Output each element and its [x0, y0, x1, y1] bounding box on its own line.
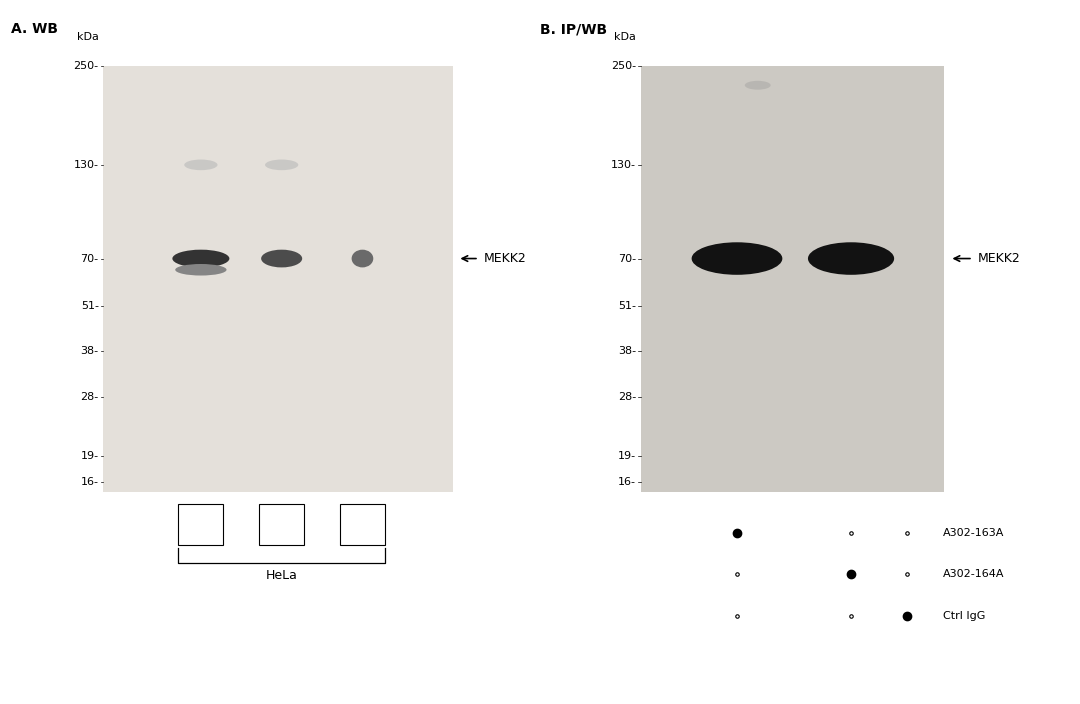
Ellipse shape — [352, 250, 374, 268]
Text: 5: 5 — [359, 517, 366, 531]
Text: 250-: 250- — [611, 61, 636, 71]
Text: 19-: 19- — [618, 451, 636, 461]
Text: B. IP/WB: B. IP/WB — [540, 23, 607, 37]
Text: 51-: 51- — [618, 301, 636, 311]
Text: 28-: 28- — [618, 392, 636, 402]
Bar — [178, 503, 224, 545]
Ellipse shape — [808, 242, 894, 275]
Text: 16-: 16- — [618, 477, 636, 487]
Text: 250-: 250- — [73, 61, 98, 71]
Ellipse shape — [185, 160, 217, 170]
Text: 50: 50 — [193, 517, 208, 531]
Text: 15: 15 — [273, 517, 289, 531]
Bar — [259, 503, 305, 545]
Ellipse shape — [261, 250, 302, 268]
Ellipse shape — [691, 242, 782, 275]
Text: 38-: 38- — [618, 346, 636, 356]
Text: kDa: kDa — [77, 32, 98, 42]
Ellipse shape — [175, 264, 227, 275]
Text: A302-164A: A302-164A — [943, 570, 1004, 579]
Text: HeLa: HeLa — [266, 569, 298, 582]
Text: A. WB: A. WB — [11, 23, 58, 37]
Text: kDa: kDa — [615, 32, 636, 42]
Text: 70-: 70- — [81, 253, 98, 263]
Bar — [104, 66, 453, 491]
Text: MEKK2: MEKK2 — [484, 252, 526, 265]
Text: 130-: 130- — [611, 160, 636, 170]
Text: 19-: 19- — [81, 451, 98, 461]
Bar — [340, 503, 386, 545]
Text: 28-: 28- — [81, 392, 98, 402]
Ellipse shape — [173, 250, 229, 268]
Text: MEKK2: MEKK2 — [978, 252, 1021, 265]
Text: Ctrl IgG: Ctrl IgG — [943, 611, 985, 621]
Text: 16-: 16- — [81, 477, 98, 487]
Text: 51-: 51- — [81, 301, 98, 311]
Ellipse shape — [265, 160, 298, 170]
Bar — [642, 66, 944, 491]
Text: 70-: 70- — [618, 253, 636, 263]
Ellipse shape — [745, 81, 771, 89]
Text: 38-: 38- — [81, 346, 98, 356]
Text: A302-163A: A302-163A — [943, 528, 1004, 538]
Text: 130-: 130- — [73, 160, 98, 170]
